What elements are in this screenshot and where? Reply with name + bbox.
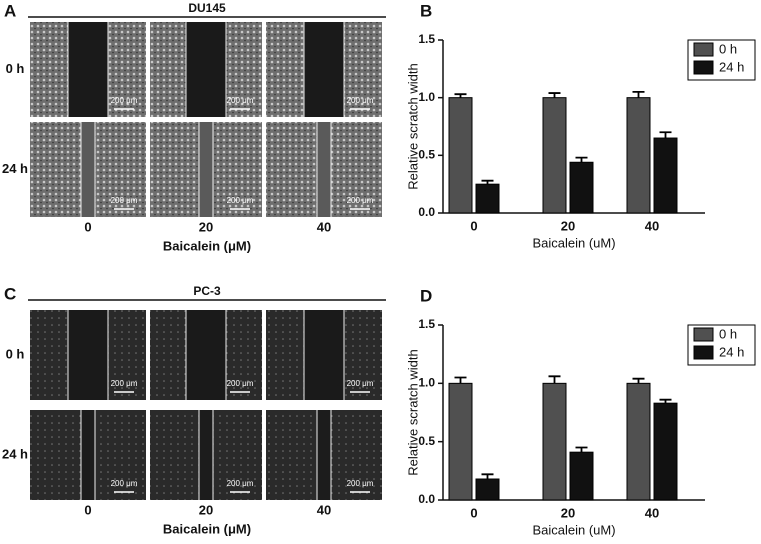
bar [542,97,567,214]
scratch-gap [199,410,213,500]
error-bar [659,398,672,404]
bar [542,382,567,501]
x-tick-label: 20 [561,505,575,520]
panel-letter: A [4,1,16,20]
x-axis-label: Baicalein (uM) [532,235,615,250]
scratch-gap [68,22,108,117]
legend-label: 0 h [719,41,737,56]
scale-label: 200 μm [227,479,254,488]
legend-swatch [693,327,714,342]
panel-letter: D [420,286,432,305]
panel-letter: B [420,1,432,20]
legend-label: 24 h [719,59,744,74]
error-bar [454,93,467,98]
row-label: 0 h [6,61,25,76]
y-tick-label: 1.5 [418,317,435,331]
y-axis-label: Relative scratch width [405,349,420,475]
scratch-gap [199,122,213,217]
row-label: 0 h [6,346,25,361]
scale-label: 200 μm [227,196,254,205]
x-axis-label: Baicalein (μM) [163,238,251,253]
legend-swatch [693,60,714,75]
column-label: 40 [317,502,331,517]
scratch-gap [81,122,95,217]
scale-label: 200 μm [347,96,374,105]
row-label: 24 h [2,161,28,176]
column-label: 20 [199,502,213,517]
legend-swatch [693,42,714,57]
error-bar [632,91,645,98]
x-tick-label: 0 [470,218,477,233]
scratch-gap [81,410,95,500]
x-tick-label: 20 [561,218,575,233]
scratch-gap [317,122,331,217]
scratch-gap [317,410,331,500]
legend-box [687,324,756,366]
x-axis-label: Baicalein (uM) [532,522,615,537]
scale-label: 200 μm [347,479,374,488]
bar [448,97,473,214]
scale-label: 200 μm [227,379,254,388]
y-tick-label: 1.0 [418,376,435,390]
error-bar [659,131,672,139]
scale-label: 200 μm [111,379,138,388]
error-bar [454,376,467,384]
bar [569,161,594,214]
y-tick-label: 1.5 [418,32,435,46]
legend-label: 24 h [719,344,744,359]
y-tick-label: 0.0 [418,205,435,219]
x-tick-label: 40 [645,505,659,520]
x-tick-label: 0 [470,505,477,520]
bar [626,382,651,501]
x-tick-label: 40 [645,218,659,233]
legend-label: 0 h [719,326,737,341]
column-label: 20 [199,219,213,234]
scale-label: 200 μm [111,196,138,205]
y-tick-label: 0.5 [418,434,435,448]
scratch-gap [304,22,344,117]
bar [475,183,500,214]
bar [653,402,678,501]
column-label: 0 [84,502,91,517]
bar [653,137,678,214]
error-bar [548,92,561,98]
x-axis-label: Baicalein (μM) [163,521,251,536]
panel-letter: C [4,284,16,303]
scale-label: 200 μm [347,196,374,205]
bar [626,97,651,214]
y-tick-label: 0.0 [418,492,435,506]
legend-box [687,39,756,81]
error-bar [632,377,645,384]
y-axis-label: Relative scratch width [405,63,420,189]
scale-label: 200 μm [111,96,138,105]
scratch-gap [186,310,226,400]
scratch-gap [186,22,226,117]
error-bar [481,473,494,479]
bar [475,478,500,501]
scale-label: 200 μm [227,96,254,105]
error-bar [481,179,494,185]
bar [448,382,473,501]
scratch-gap [304,310,344,400]
bar [569,451,594,501]
row-label: 24 h [2,446,28,461]
panel-title: DU145 [188,1,226,15]
scale-label: 200 μm [347,379,374,388]
error-bar [575,446,588,453]
column-label: 40 [317,219,331,234]
column-label: 0 [84,219,91,234]
panel-title: PC-3 [193,284,221,298]
scratch-gap [68,310,108,400]
scale-label: 200 μm [111,479,138,488]
y-tick-label: 0.5 [418,148,435,162]
legend-swatch [693,345,714,360]
error-bar [548,375,561,384]
y-tick-label: 1.0 [418,90,435,104]
error-bar [575,156,588,163]
